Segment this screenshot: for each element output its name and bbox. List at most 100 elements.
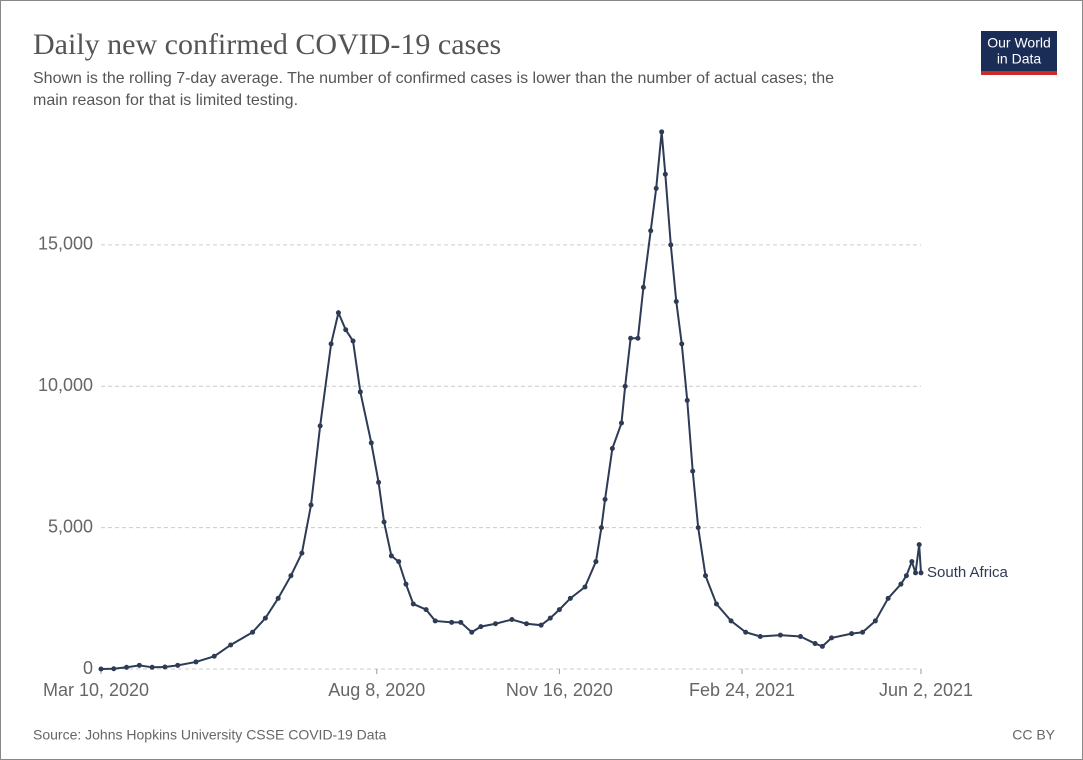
point — [593, 559, 599, 565]
point — [598, 525, 604, 531]
point — [728, 618, 734, 624]
subtitle: main reason for that is limited testing. — [33, 92, 298, 109]
point — [668, 242, 674, 248]
series-label: South Africa — [927, 564, 1009, 581]
point — [829, 635, 835, 641]
point — [175, 662, 181, 668]
point — [124, 664, 130, 670]
point — [819, 643, 825, 649]
point — [492, 621, 498, 627]
source: Source: Johns Hopkins University CSSE CO… — [33, 727, 386, 743]
point — [797, 633, 803, 639]
point — [622, 383, 628, 389]
x-tick-label: Aug 8, 2020 — [328, 680, 425, 700]
point — [376, 479, 382, 485]
point — [679, 341, 685, 347]
point — [403, 581, 409, 587]
y-tick-label: 15,000 — [38, 234, 93, 254]
point — [618, 420, 624, 426]
point — [582, 584, 588, 590]
y-tick-label: 0 — [83, 658, 93, 678]
point — [509, 617, 515, 623]
point — [690, 468, 696, 474]
y-tick-label: 10,000 — [38, 375, 93, 395]
point — [673, 298, 679, 304]
point — [432, 618, 438, 624]
point — [410, 601, 416, 607]
point — [357, 389, 363, 395]
point — [662, 171, 668, 177]
point — [909, 559, 915, 565]
point — [913, 570, 919, 576]
point — [635, 335, 641, 341]
point — [695, 525, 701, 531]
point — [524, 621, 530, 627]
point — [368, 440, 374, 446]
x-tick-label: Mar 10, 2020 — [43, 680, 149, 700]
point — [567, 595, 573, 601]
point — [918, 570, 924, 576]
point — [275, 595, 281, 601]
point — [335, 310, 341, 316]
point — [713, 601, 719, 607]
point — [228, 642, 234, 648]
point — [628, 335, 634, 341]
subtitle: Shown is the rolling 7-day average. The … — [33, 70, 834, 87]
point — [193, 659, 199, 665]
point — [328, 341, 334, 347]
point — [250, 629, 256, 635]
point — [423, 607, 429, 613]
point — [556, 607, 562, 613]
logo-text: in Data — [997, 51, 1042, 67]
point — [860, 629, 866, 635]
line — [100, 131, 922, 670]
chart-title: Daily new confirmed COVID-19 cases — [33, 28, 501, 61]
point — [469, 629, 475, 635]
point — [288, 573, 294, 579]
point — [547, 615, 553, 621]
point — [111, 666, 117, 672]
point — [812, 641, 818, 647]
x-tick-label: Feb 24, 2021 — [689, 680, 795, 700]
point — [478, 624, 484, 630]
point — [149, 664, 155, 670]
point — [640, 284, 646, 290]
x-tick-label: Nov 16, 2020 — [506, 680, 613, 700]
point — [136, 662, 142, 668]
x-tick-label: Jun 2, 2021 — [879, 680, 973, 700]
point — [98, 666, 104, 672]
point — [308, 502, 314, 508]
point — [898, 581, 904, 587]
point — [777, 632, 783, 638]
point — [211, 653, 217, 659]
point — [381, 519, 387, 525]
point — [350, 338, 356, 344]
point — [916, 542, 922, 548]
license: CC BY — [1012, 727, 1055, 743]
y-tick-label: 5,000 — [48, 516, 93, 536]
logo-bar — [981, 71, 1057, 75]
point — [648, 228, 654, 234]
point — [262, 615, 268, 621]
point — [653, 185, 659, 191]
point — [449, 619, 455, 625]
point — [602, 496, 608, 502]
point — [885, 595, 891, 601]
logo-text: Our World — [987, 35, 1051, 51]
point — [757, 633, 763, 639]
logo-box — [981, 31, 1057, 73]
point — [684, 397, 690, 403]
point — [903, 573, 909, 579]
point — [609, 445, 615, 451]
point — [299, 550, 305, 556]
point — [317, 423, 323, 429]
point — [538, 622, 544, 628]
point — [849, 631, 855, 637]
point — [743, 629, 749, 635]
point — [396, 559, 402, 565]
point — [458, 619, 464, 625]
point — [872, 618, 878, 624]
point — [343, 327, 349, 333]
